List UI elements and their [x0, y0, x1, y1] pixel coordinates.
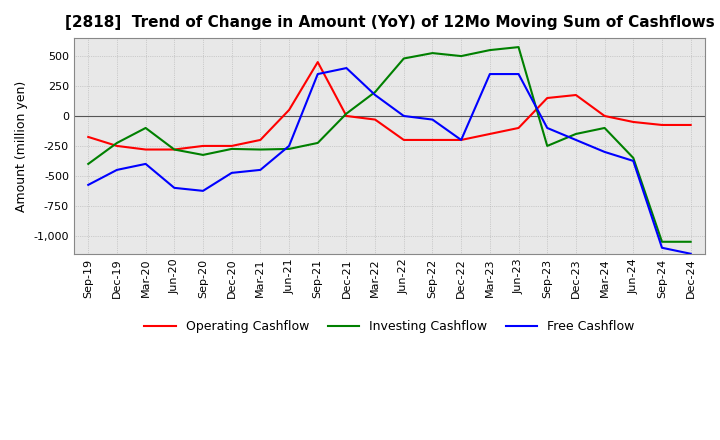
Free Cashflow — [543, 125, 552, 131]
Operating Cashflow — [284, 107, 293, 113]
Free Cashflow — [228, 170, 236, 176]
Y-axis label: Amount (million yen): Amount (million yen) — [15, 81, 28, 212]
Title: [2818]  Trend of Change in Amount (YoY) of 12Mo Moving Sum of Cashflows: [2818] Trend of Change in Amount (YoY) o… — [65, 15, 714, 30]
Operating Cashflow — [313, 59, 322, 65]
Free Cashflow — [342, 66, 351, 71]
Operating Cashflow — [428, 137, 437, 143]
Investing Cashflow — [342, 111, 351, 116]
Free Cashflow — [485, 71, 494, 77]
Free Cashflow — [457, 137, 466, 143]
Operating Cashflow — [543, 95, 552, 101]
Free Cashflow — [514, 71, 523, 77]
Free Cashflow — [572, 137, 580, 143]
Investing Cashflow — [371, 89, 379, 95]
Investing Cashflow — [485, 48, 494, 53]
Operating Cashflow — [572, 92, 580, 98]
Investing Cashflow — [141, 125, 150, 131]
Operating Cashflow — [629, 119, 638, 125]
Operating Cashflow — [342, 114, 351, 119]
Line: Free Cashflow: Free Cashflow — [89, 68, 690, 254]
Free Cashflow — [284, 143, 293, 149]
Free Cashflow — [199, 188, 207, 194]
Free Cashflow — [657, 245, 666, 250]
Free Cashflow — [686, 251, 695, 257]
Investing Cashflow — [284, 146, 293, 151]
Investing Cashflow — [313, 140, 322, 146]
Investing Cashflow — [572, 131, 580, 136]
Line: Investing Cashflow: Investing Cashflow — [89, 47, 690, 242]
Investing Cashflow — [428, 51, 437, 56]
Investing Cashflow — [686, 239, 695, 244]
Operating Cashflow — [600, 114, 609, 119]
Investing Cashflow — [514, 44, 523, 50]
Operating Cashflow — [371, 117, 379, 122]
Investing Cashflow — [256, 147, 265, 152]
Free Cashflow — [600, 149, 609, 154]
Investing Cashflow — [457, 53, 466, 59]
Free Cashflow — [313, 71, 322, 77]
Operating Cashflow — [141, 147, 150, 152]
Free Cashflow — [629, 158, 638, 164]
Operating Cashflow — [228, 143, 236, 149]
Operating Cashflow — [199, 143, 207, 149]
Operating Cashflow — [400, 137, 408, 143]
Investing Cashflow — [600, 125, 609, 131]
Investing Cashflow — [84, 161, 93, 167]
Free Cashflow — [400, 114, 408, 119]
Investing Cashflow — [228, 146, 236, 151]
Investing Cashflow — [657, 239, 666, 244]
Free Cashflow — [428, 117, 437, 122]
Free Cashflow — [141, 161, 150, 167]
Free Cashflow — [112, 167, 121, 172]
Operating Cashflow — [457, 137, 466, 143]
Investing Cashflow — [112, 140, 121, 146]
Investing Cashflow — [629, 155, 638, 161]
Free Cashflow — [170, 185, 179, 191]
Legend: Operating Cashflow, Investing Cashflow, Free Cashflow: Operating Cashflow, Investing Cashflow, … — [140, 315, 639, 338]
Operating Cashflow — [170, 147, 179, 152]
Free Cashflow — [371, 92, 379, 98]
Operating Cashflow — [485, 131, 494, 136]
Line: Operating Cashflow: Operating Cashflow — [89, 62, 690, 150]
Investing Cashflow — [170, 147, 179, 152]
Operating Cashflow — [256, 137, 265, 143]
Operating Cashflow — [84, 134, 93, 139]
Free Cashflow — [84, 182, 93, 187]
Operating Cashflow — [514, 125, 523, 131]
Investing Cashflow — [199, 152, 207, 158]
Investing Cashflow — [400, 56, 408, 61]
Operating Cashflow — [686, 122, 695, 128]
Operating Cashflow — [657, 122, 666, 128]
Investing Cashflow — [543, 143, 552, 149]
Free Cashflow — [256, 167, 265, 172]
Operating Cashflow — [112, 143, 121, 149]
